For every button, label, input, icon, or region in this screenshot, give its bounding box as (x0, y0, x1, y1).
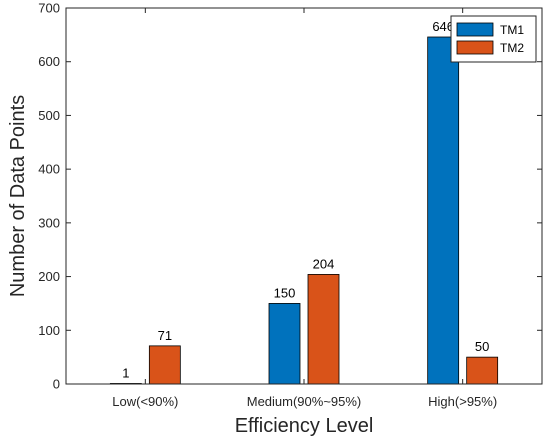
data-label-tm2-0: 71 (158, 328, 172, 343)
y-tick-label: 600 (38, 54, 60, 69)
y-tick-label: 500 (38, 108, 60, 123)
bar-tm2-2 (466, 356, 499, 385)
x-tick-label: Low(<90%) (112, 394, 178, 409)
y-tick-label: 0 (53, 377, 60, 392)
legend-swatch-tm2 (456, 40, 494, 55)
data-labels-group: 1 71 150 204 646 50 (122, 19, 489, 380)
legend-label-tm1: TM1 (500, 23, 524, 37)
bar-tm1-2 (427, 36, 460, 385)
legend-label-tm2: TM2 (500, 41, 524, 55)
bar-tm1-1 (268, 303, 301, 385)
data-label-tm1-2: 646 (432, 19, 454, 34)
data-label-tm1-1: 150 (274, 285, 296, 300)
y-tick-label: 200 (38, 269, 60, 284)
x-tick-label: Medium(90%~95%) (247, 394, 362, 409)
y-axis-title: Number of Data Points (7, 95, 29, 297)
legend-swatch-tm1 (456, 22, 494, 37)
y-tick-label: 400 (38, 162, 60, 177)
data-label-tm2-2: 50 (475, 339, 489, 354)
bar-tm2-0 (148, 345, 181, 385)
y-tick-label: 700 (38, 1, 60, 16)
x-axis-ticks: Low(<90%) Medium(90%~95%) High(>95%) (112, 8, 497, 409)
x-axis-title: Efficiency Level (235, 415, 374, 437)
y-axis-ticks: 0 100 200 300 400 500 600 700 (38, 1, 542, 392)
data-label-tm2-1: 204 (313, 256, 335, 271)
y-tick-label: 300 (38, 215, 60, 230)
bar-tm2-1 (307, 274, 340, 385)
data-label-tm1-0: 1 (122, 365, 129, 380)
x-tick-label: High(>95%) (428, 394, 497, 409)
bars-group (109, 36, 499, 385)
y-tick-label: 100 (38, 323, 60, 338)
